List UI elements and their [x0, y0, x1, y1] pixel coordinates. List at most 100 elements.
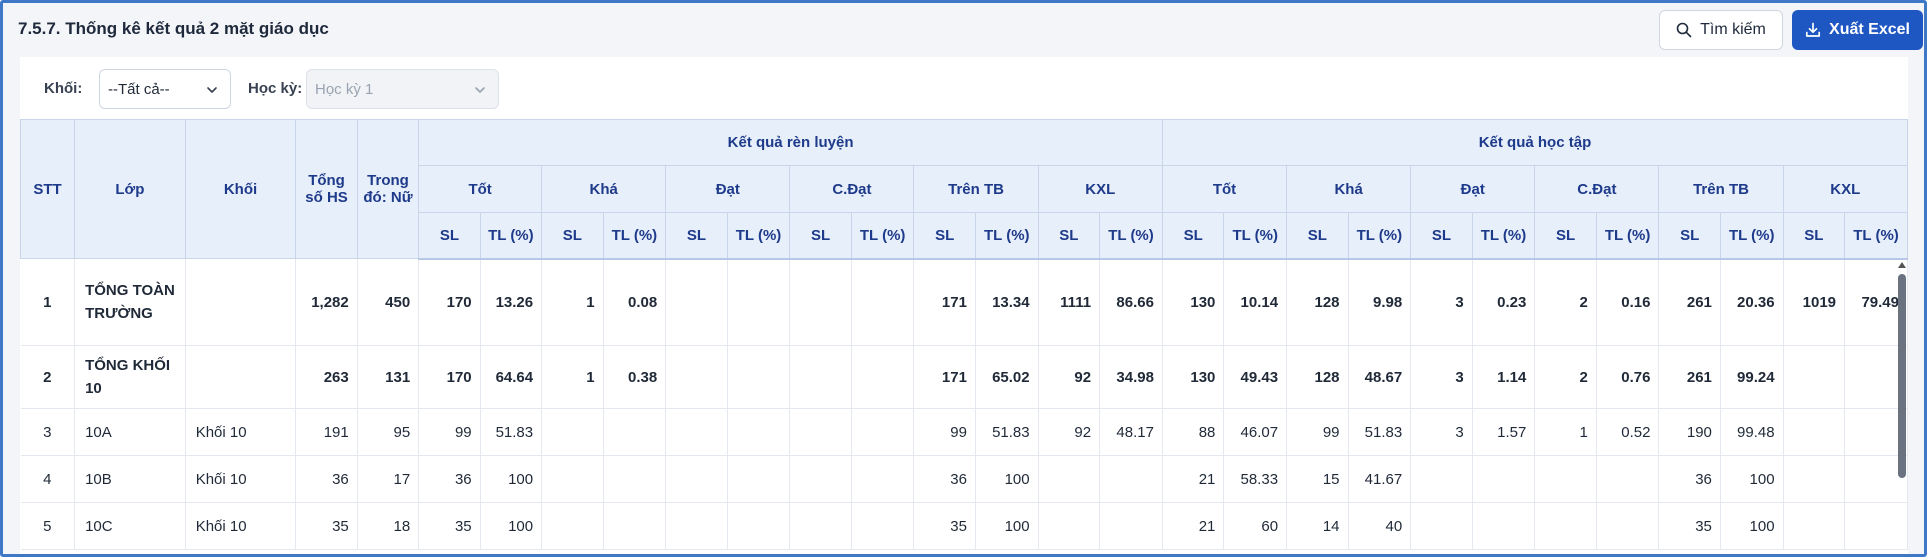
cell-ht-tl: 40 [1348, 502, 1412, 550]
cell-tong-so-hs: 263 [295, 345, 358, 409]
scrollbar-thumb[interactable] [1898, 274, 1906, 478]
cell-ht-sl: 130 [1162, 258, 1225, 346]
cell-rl-sl: 99 [418, 408, 481, 456]
cell-ht-sl: 21 [1162, 455, 1225, 503]
search-button[interactable]: Tìm kiếm [1659, 10, 1783, 50]
cell-ht-tl: 10.14 [1223, 258, 1288, 346]
cell-rl-tl: 51.83 [480, 408, 543, 456]
cell-rl-sl [789, 258, 852, 346]
cell-ht-sl: 1 [1534, 408, 1597, 456]
col-header-sl: SL [1534, 212, 1597, 260]
col-header-tong-so-hs: Tổng số HS [295, 119, 358, 259]
cell-ht-tl: 46.07 [1223, 408, 1288, 456]
rl-cat-dat: Đạt [665, 165, 791, 213]
cell-rl-tl [851, 345, 915, 409]
col-header-sl: SL [1658, 212, 1721, 260]
export-excel-button[interactable]: Xuất Excel [1792, 10, 1923, 50]
cell-rl-tl: 13.34 [975, 258, 1039, 346]
col-header-trong-do-nu: Trong đó: Nữ [356, 119, 420, 259]
cell-rl-sl: 170 [418, 345, 481, 409]
col-header-tl: TL (%) [974, 212, 1039, 260]
col-header-tl: TL (%) [602, 212, 667, 260]
cell-ht-sl [1410, 502, 1473, 550]
cell-ht-sl: 99 [1286, 408, 1349, 456]
cell-ht-sl [1783, 408, 1846, 456]
cell-rl-tl: 51.83 [975, 408, 1039, 456]
col-header-tl: TL (%) [1223, 212, 1288, 260]
col-header-sl: SL [1410, 212, 1473, 260]
cell-ht-sl: 1019 [1783, 258, 1846, 346]
export-button-label: Xuất Excel [1829, 21, 1910, 38]
cell-ht-tl: 99.24 [1720, 345, 1784, 409]
cell-ht-tl [1844, 455, 1908, 503]
cell-rl-tl [727, 258, 791, 346]
col-header-tl: TL (%) [726, 212, 791, 260]
cell-rl-sl: 92 [1038, 408, 1101, 456]
cell-stt: 2 [20, 345, 76, 409]
cell-ht-sl: 2 [1534, 345, 1597, 409]
khoi-filter-label: Khối: [44, 80, 83, 97]
cell-rl-sl [1038, 455, 1101, 503]
cell-rl-sl: 1111 [1038, 258, 1101, 346]
cell-lop: TỔNG TOÀN TRƯỜNG [74, 258, 186, 346]
cell-ht-tl [1844, 345, 1908, 409]
page-header: 7.5.7. Thống kê kết quả 2 mặt giáo dục T… [3, 3, 1924, 57]
cell-rl-sl: 36 [418, 455, 481, 503]
cell-rl-tl [603, 408, 667, 456]
cell-khoi: Khối 10 [185, 502, 297, 550]
rl-cat-trentb: Trên TB [913, 165, 1039, 213]
cell-rl-tl [727, 502, 791, 550]
cell-ht-sl: 3 [1410, 345, 1473, 409]
khoi-select[interactable]: --Tất cả-- [99, 69, 231, 109]
cell-lop: 10B [74, 455, 186, 503]
cell-ht-tl: 0.23 [1472, 258, 1536, 346]
cell-ht-tl [1596, 455, 1660, 503]
col-header-tl: TL (%) [850, 212, 915, 260]
cell-khoi [185, 345, 297, 409]
rl-cat-kxl: KXL [1037, 165, 1163, 213]
cell-rl-sl [789, 408, 852, 456]
cell-trong-do-nu: 18 [357, 502, 420, 550]
cell-rl-tl [1099, 455, 1163, 503]
cell-tong-so-hs: 1,282 [295, 258, 358, 346]
cell-ht-tl: 0.76 [1596, 345, 1660, 409]
cell-ht-tl: 1.57 [1472, 408, 1536, 456]
cell-trong-do-nu: 17 [357, 455, 420, 503]
cell-ht-tl: 41.67 [1348, 455, 1412, 503]
col-header-lop: Lớp [74, 119, 186, 259]
col-header-sl: SL [1286, 212, 1349, 260]
cell-lop: 10A [74, 408, 186, 456]
cell-rl-sl: 170 [418, 258, 481, 346]
cell-rl-sl: 99 [913, 408, 976, 456]
statistics-table-container: STT Lớp Khối Tổng số HS Trong đó: Nữ Kết… [20, 119, 1908, 554]
cell-ht-tl: 9.98 [1348, 258, 1412, 346]
vertical-scrollbar[interactable] [1897, 260, 1907, 554]
cell-tong-so-hs: 191 [295, 408, 358, 456]
cell-ht-sl: 88 [1162, 408, 1225, 456]
cell-ht-tl [1844, 502, 1908, 550]
statistics-table: STT Lớp Khối Tổng số HS Trong đó: Nữ Kết… [20, 119, 1908, 550]
hocky-select-value: Học kỳ 1 [315, 80, 374, 98]
cell-rl-tl [603, 502, 667, 550]
page-title: 7.5.7. Thống kê kết quả 2 mặt giáo dục [18, 19, 329, 38]
cell-rl-tl: 100 [975, 502, 1039, 550]
col-header-tl: TL (%) [1719, 212, 1784, 260]
chevron-down-icon [475, 87, 485, 93]
cell-ht-sl: 3 [1410, 408, 1473, 456]
cell-ht-sl [1410, 455, 1473, 503]
hocky-select[interactable]: Học kỳ 1 [306, 69, 499, 109]
cell-rl-sl [541, 455, 604, 503]
cell-lop: 10C [74, 502, 186, 550]
cell-ht-tl: 49.43 [1223, 345, 1288, 409]
cell-ht-sl: 130 [1162, 345, 1225, 409]
cell-ht-tl: 48.67 [1348, 345, 1412, 409]
scroll-up-icon[interactable] [1898, 262, 1906, 268]
cell-rl-tl [851, 455, 915, 503]
cell-ht-sl: 21 [1162, 502, 1225, 550]
cell-lop: TỔNG KHỐI 10 [74, 345, 186, 409]
hocky-filter-label: Học kỳ: [248, 80, 303, 97]
cell-rl-tl [1099, 502, 1163, 550]
cell-rl-tl: 13.26 [480, 258, 543, 346]
cell-rl-sl [665, 258, 728, 346]
col-header-tl: TL (%) [1844, 212, 1908, 260]
